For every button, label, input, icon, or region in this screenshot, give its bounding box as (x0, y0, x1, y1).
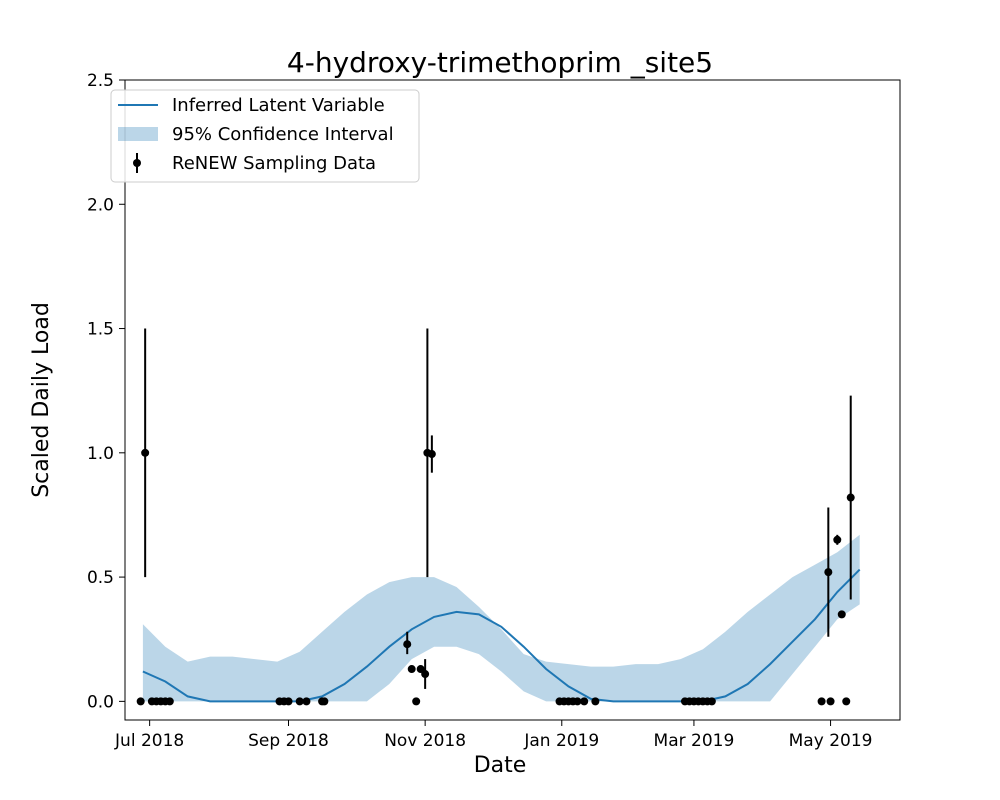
legend-point-swatch (133, 159, 141, 167)
y-axis: 0.0 0.5 1.0 1.5 2.0 2.5 (87, 71, 125, 712)
data-point (591, 697, 600, 706)
confidence-band (142, 534, 860, 702)
data-point (412, 697, 421, 706)
legend-box (110, 89, 420, 183)
data-point (824, 507, 833, 637)
data-point (842, 697, 851, 706)
data-marker (826, 697, 835, 706)
data-point (165, 697, 174, 706)
data-marker (573, 697, 582, 706)
latent-line (142, 568, 861, 703)
x-tick-label: Nov 2018 (384, 731, 466, 751)
data-point (295, 697, 304, 706)
data-marker (320, 697, 329, 706)
data-point (826, 697, 835, 706)
data-marker (403, 640, 412, 649)
legend-label-ci: 95% Confidence Interval (172, 124, 394, 145)
y-tick-label: 1.0 (87, 444, 114, 464)
data-point (573, 697, 582, 706)
data-point (580, 697, 589, 706)
data-point (403, 631, 412, 655)
data-point (302, 697, 311, 706)
y-tick-label: 0.5 (87, 568, 114, 588)
data-marker (591, 697, 600, 706)
data-marker (407, 665, 416, 674)
x-tick-label: May 2019 (789, 731, 873, 751)
chart-title: 4-hydroxy-trimethoprim _site5 (287, 46, 713, 79)
legend-label-latent: Inferred Latent Variable (172, 95, 385, 116)
data-marker (427, 450, 436, 459)
data-marker (580, 697, 589, 706)
legend-label-data: ReNEW Sampling Data (172, 153, 376, 174)
data-marker (302, 697, 311, 706)
data-point (136, 697, 145, 706)
y-tick-label: 2.0 (87, 195, 114, 215)
data-marker (421, 670, 430, 679)
legend-band-swatch (118, 127, 158, 141)
data-point (284, 697, 293, 706)
y-axis-label: Scaled Daily Load (29, 302, 54, 498)
x-tick-label: Jan 2019 (523, 731, 599, 751)
data-marker (165, 697, 174, 706)
y-tick-label: 2.5 (87, 71, 114, 91)
data-marker (295, 697, 304, 706)
legend: Inferred Latent Variable 95% Confidence … (110, 89, 420, 183)
data-marker (846, 493, 855, 502)
x-axis-label: Date (474, 753, 527, 778)
y-tick-label: 0.0 (87, 692, 114, 712)
data-marker (833, 535, 842, 544)
data-point (141, 328, 150, 578)
y-tick-label: 1.5 (87, 320, 114, 340)
data-marker (284, 697, 293, 706)
data-point (707, 697, 716, 706)
data-marker (412, 697, 421, 706)
data-marker (842, 697, 851, 706)
data-point (320, 697, 329, 706)
data-marker (837, 610, 846, 619)
data-point (846, 395, 855, 600)
data-point (817, 697, 826, 706)
data-point (837, 610, 846, 619)
plot-area (136, 328, 861, 706)
x-tick-label: Mar 2019 (654, 731, 735, 751)
axes-frame (124, 79, 901, 721)
data-point (427, 435, 436, 473)
data-point (833, 534, 842, 545)
data-marker (707, 697, 716, 706)
x-tick-label: Jul 2018 (114, 731, 184, 751)
data-marker (817, 697, 826, 706)
x-tick-label: Sep 2018 (248, 731, 329, 751)
data-marker (141, 448, 150, 457)
data-point (421, 659, 430, 689)
data-point (407, 665, 416, 674)
x-axis: Jul 2018 Sep 2018 Nov 2018 Jan 2019 Mar 2019… (114, 720, 872, 751)
data-marker (136, 697, 145, 706)
data-marker (824, 568, 833, 577)
